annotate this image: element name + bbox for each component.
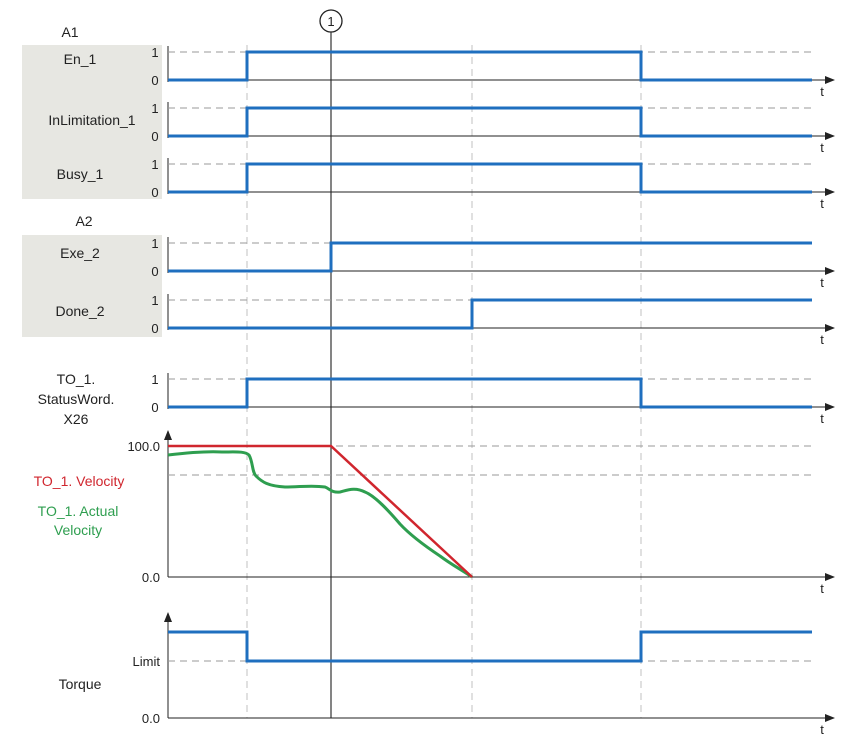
exe2-trace <box>168 241 812 273</box>
status-low-label: 0 <box>151 400 158 415</box>
status-label-line-3: X26 <box>64 411 89 427</box>
torque-label: Torque <box>59 676 102 692</box>
inlim-high-label: 1 <box>151 101 158 116</box>
status-label-line-1: TO_1. <box>57 371 96 387</box>
exe2-low-label: 0 <box>151 264 158 279</box>
marker-1-label: 1 <box>327 14 334 29</box>
busy1-trace <box>168 162 812 194</box>
done2-high-label: 1 <box>151 293 158 308</box>
digital-signals: 1 0 t En_1 1 0 t InLimitation_1 1 0 t Busy_1 1 0 t Exe_… <box>38 45 835 427</box>
en1-trace <box>168 50 812 82</box>
velocity-min-label: 0.0 <box>142 570 160 585</box>
done2-low-label: 0 <box>151 321 158 336</box>
en1-label-line-1: En_1 <box>64 51 97 67</box>
velocity-time-label: t <box>820 581 824 596</box>
velocity-legend-label: TO_1. Velocity <box>34 473 125 489</box>
status-trace <box>168 377 812 409</box>
actual-velocity-legend-line1: TO_1. Actual <box>38 503 119 519</box>
velocity-panel: 100.0 0.0 t TO_1. Velocity TO_1. Actual … <box>34 430 835 596</box>
actual-velocity-curve <box>167 450 473 579</box>
exe2-high-label: 1 <box>151 236 158 251</box>
group-a2-label-panel <box>22 235 162 337</box>
group-a1-label-panel <box>22 45 162 199</box>
inlim-low-label: 0 <box>151 129 158 144</box>
done2-trace <box>168 298 812 330</box>
torque-trace <box>168 630 812 663</box>
done2-time-label: t <box>820 332 824 347</box>
actual-velocity-legend-line2: Velocity <box>54 522 102 538</box>
velocity-curve <box>168 444 473 578</box>
group-a2-title: A2 <box>75 213 92 229</box>
torque-zero-label: 0.0 <box>142 711 160 726</box>
torque-panel: Limit 0.0 Torque t <box>59 612 835 737</box>
en1-low-label: 0 <box>151 73 158 88</box>
velocity-max-label: 100.0 <box>127 439 160 454</box>
busy1-low-label: 0 <box>151 185 158 200</box>
status-high-label: 1 <box>151 372 158 387</box>
status-time-label: t <box>820 411 824 426</box>
exe2-time-label: t <box>820 275 824 290</box>
inlim-label-line-1: InLimitation_1 <box>48 112 135 128</box>
busy1-time-label: t <box>820 196 824 211</box>
exe2-label-line-1: Exe_2 <box>60 245 100 261</box>
busy1-label-line-1: Busy_1 <box>57 166 104 182</box>
en1-high-label: 1 <box>151 45 158 60</box>
en1-time-label: t <box>820 84 824 99</box>
inlim-trace <box>168 106 812 138</box>
busy1-high-label: 1 <box>151 157 158 172</box>
inlim-time-label: t <box>820 140 824 155</box>
torque-time-label: t <box>820 722 824 737</box>
group-a1-title: A1 <box>61 24 78 40</box>
done2-label-line-1: Done_2 <box>55 303 104 319</box>
status-label-line-2: StatusWord. <box>38 391 115 407</box>
torque-limit-label: Limit <box>133 654 161 669</box>
